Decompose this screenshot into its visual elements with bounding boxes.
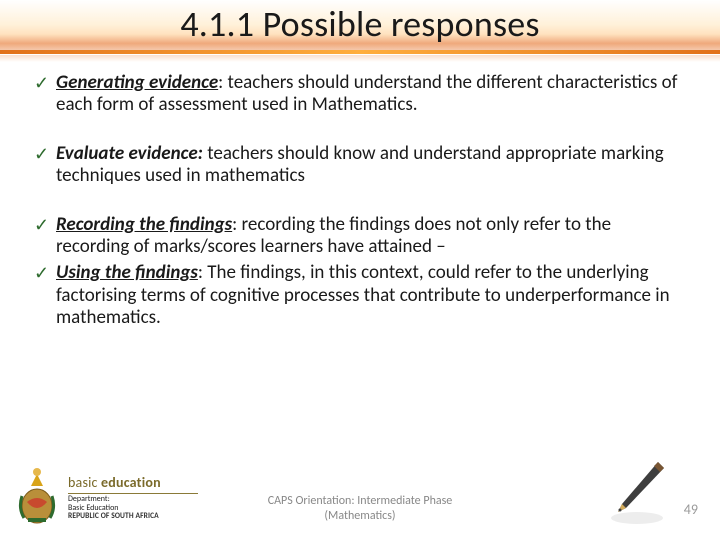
brand-word-basic: basic — [68, 474, 98, 491]
bullet-lead: Generating evidence — [56, 71, 218, 94]
decorative-top-rule — [0, 50, 720, 54]
slide-title: 4.1.1 Possible responses — [0, 2, 720, 46]
slide: { "title": "4.1.1 Possible responses", "… — [0, 0, 720, 540]
coat-of-arms-icon — [10, 466, 64, 526]
bullet-lead: Evaluate evidence: — [56, 142, 203, 165]
checkmark-icon: ✓ — [34, 145, 49, 163]
bullet-item: ✓ Generating evidence: teachers should u… — [34, 72, 680, 117]
bullet-lead: Recording the findings — [56, 213, 232, 236]
bullet-item: ✓ Using the findings: The findings, in t… — [34, 262, 680, 329]
brand-word-education: education — [98, 474, 161, 491]
bullet-item: ✓ Recording the findings: recording the … — [34, 214, 680, 259]
page-number: 49 — [684, 501, 698, 518]
slide-footer: basic education Department: Basic Educat… — [0, 472, 720, 532]
department-branding: basic education Department: Basic Educat… — [68, 475, 198, 522]
footer-caption: CAPS Orientation: Intermediate Phase (Ma… — [268, 494, 453, 524]
bullet-lead: Using the findings — [56, 261, 198, 284]
checkmark-icon: ✓ — [34, 264, 49, 282]
pen-icon — [602, 456, 672, 526]
brand-wordmark: basic education — [68, 475, 198, 491]
rsa-label: REPUBLIC OF SOUTH AFRICA — [68, 513, 198, 522]
slide-body: ✓ Generating evidence: teachers should u… — [34, 72, 680, 356]
checkmark-icon: ✓ — [34, 216, 49, 234]
footer-line2: (Mathematics) — [324, 509, 395, 523]
checkmark-icon: ✓ — [34, 74, 49, 92]
bullet-item: ✓ Evaluate evidence: teachers should kno… — [34, 143, 680, 188]
footer-line1: CAPS Orientation: Intermediate Phase — [268, 494, 453, 508]
